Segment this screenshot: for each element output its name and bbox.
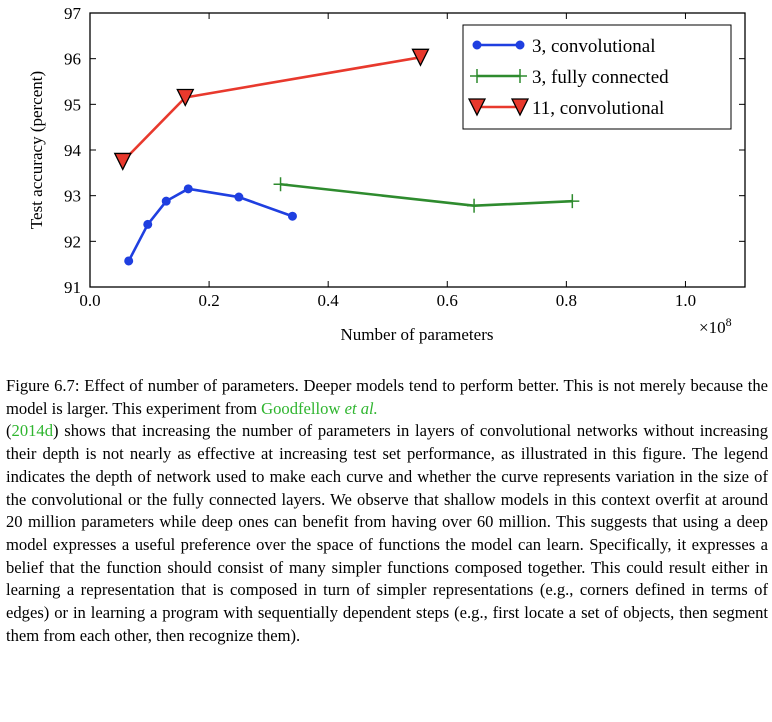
legend-label-3: 11, convolutional [532,98,664,119]
data-point-series-1 [183,184,193,194]
series-line-1 [127,187,293,262]
y-tick-label: 96 [64,50,81,69]
x-tick-label: 0.6 [437,291,458,310]
legend-marker [515,40,525,50]
data-point-series-1 [287,211,297,221]
figure-caption: Figure 6.7: Effect of number of paramete… [6,375,768,647]
data-point-series-1 [124,256,134,266]
legend-label-2: 3, fully connected [532,67,669,88]
caption-body: shows that increasing the number of para… [6,421,768,645]
legend-marker [472,40,482,50]
line-chart: 0.0 0.2 0.4 0.6 0.8 1.0 91 92 93 94 95 96 97 Number … [27,4,746,344]
x-tick-label: 0.0 [79,291,100,310]
data-point-series-3 [411,48,430,67]
data-point-series-1 [234,192,244,202]
y-tick-label: 97 [64,4,82,23]
data-point-series-2 [565,194,580,209]
y-tick-label: 93 [64,187,81,206]
legend-label-1: 3, convolutional [532,36,655,57]
data-point-series-3 [113,152,132,171]
legend-marker [470,69,484,83]
data-point-series-3 [176,88,195,107]
x-axis-label: Number of parameters [341,325,494,344]
data-point-series-1 [161,196,171,206]
series-layer [113,48,580,266]
x-tick-label: 0.4 [318,291,340,310]
data-point-series-2 [273,177,288,192]
citation-close-paren: ) [53,421,59,441]
ticks-layer: 0.0 0.2 0.4 0.6 0.8 1.0 91 92 93 94 95 96 97 [64,4,745,310]
x-tick-label: 0.2 [198,291,219,310]
citation-name[interactable]: Goodfellow [261,398,345,418]
data-point-series-1 [143,219,153,229]
citation-year[interactable]: 2014d [11,421,54,441]
y-tick-label: 92 [64,232,81,251]
legend-marker [513,69,527,83]
citation-etal[interactable]: et al. [344,398,378,418]
y-tick-label: 95 [64,95,81,114]
legend-items: 3, convolutional 3, fully connected 11, co… [467,36,669,119]
y-axis-label: Test accuracy (percent) [27,71,46,229]
y-tick-label: 94 [64,141,82,160]
series-line-2 [280,182,573,208]
figure-chart: 0.0 0.2 0.4 0.6 0.8 1.0 91 92 93 94 95 96 97 Number … [0,0,772,360]
legend: 3, convolutional 3, fully connected 11, co… [462,24,732,130]
legend-marker [510,98,530,117]
x-tick-label: 0.8 [556,291,577,310]
data-point-series-2 [467,198,482,213]
x-multiplier-label: ×108 [699,315,732,337]
caption-prefix: Figure 6.7: Effect of number of paramete… [6,376,768,418]
series-line-3 [121,56,421,163]
legend-marker [467,98,487,117]
x-tick-label: 1.0 [675,291,696,310]
y-tick-label: 91 [64,278,81,297]
citation-open-paren: ( [6,421,12,441]
